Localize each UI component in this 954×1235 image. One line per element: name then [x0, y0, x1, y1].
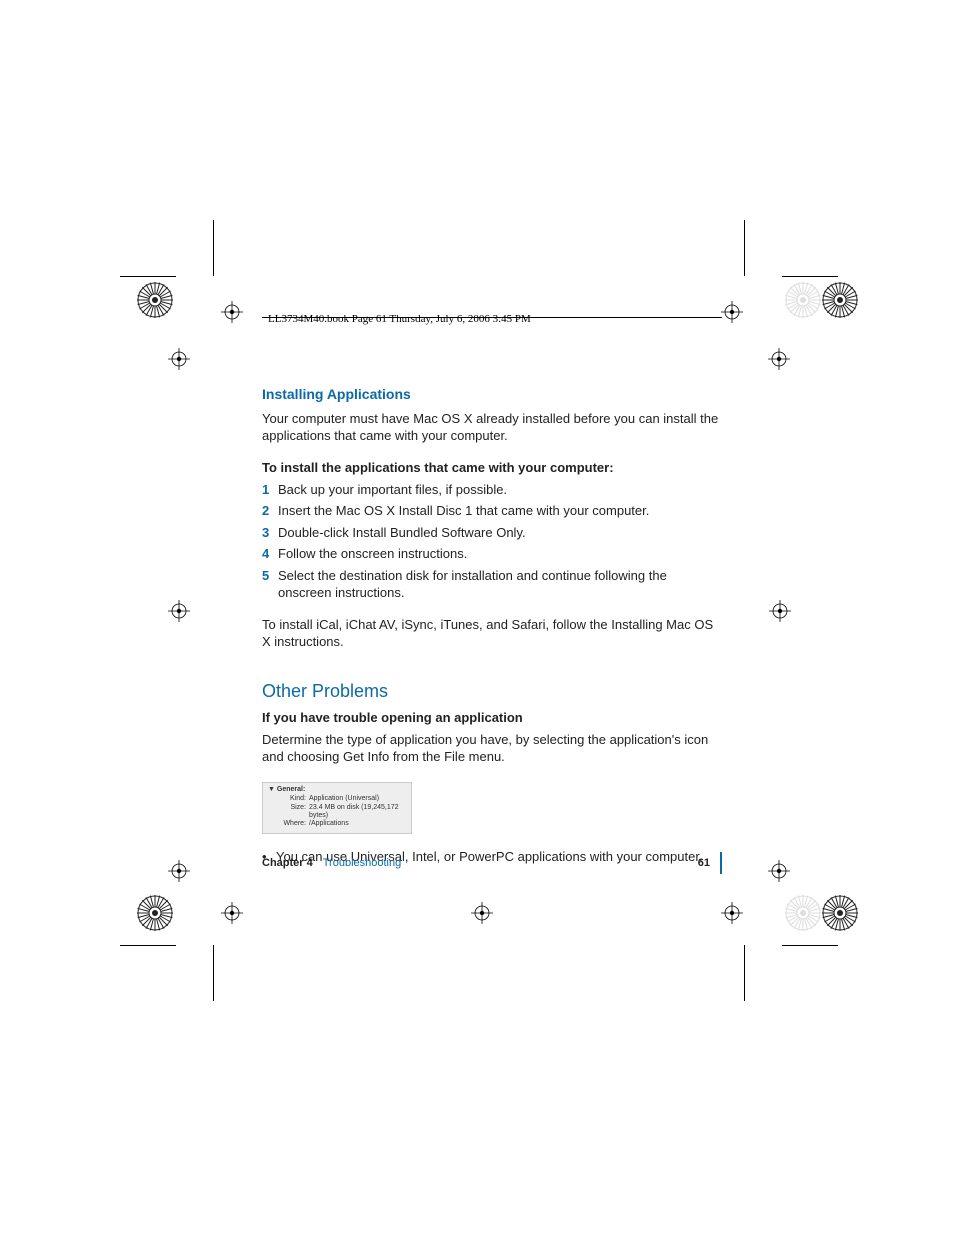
registration-mark-icon	[221, 301, 243, 328]
color-target-icon	[822, 282, 858, 323]
install-intro: Your computer must have Mac OS X already…	[262, 410, 722, 445]
install-steps-title: To install the applications that came wi…	[262, 459, 722, 477]
step-text: Insert the Mac OS X Install Disc 1 that …	[278, 502, 722, 520]
registration-mark-icon	[769, 600, 791, 627]
crop-line	[120, 276, 176, 277]
registration-mark-icon	[721, 902, 743, 929]
list-item: 4Follow the onscreen instructions.	[278, 545, 722, 563]
footer-accent-bar	[720, 852, 722, 874]
info-row-size: Size: 23.4 MB on disk (19,245,172 bytes)	[278, 804, 406, 821]
info-where-value: /Applications	[309, 820, 406, 828]
other-intro: Determine the type of application you ha…	[262, 731, 722, 766]
registration-mark-icon	[221, 902, 243, 929]
step-number: 3	[262, 524, 278, 542]
heading-installing-applications: Installing Applications	[262, 385, 722, 404]
crop-line	[782, 276, 838, 277]
footer-page-number: 61	[698, 857, 710, 869]
registration-mark-icon	[168, 860, 190, 887]
color-target-icon	[785, 282, 821, 323]
install-steps-list: 1Back up your important files, if possib…	[278, 481, 722, 602]
heading-other-problems: Other Problems	[262, 679, 722, 703]
color-target-icon	[137, 282, 173, 323]
color-target-icon	[137, 895, 173, 936]
step-number: 2	[262, 502, 278, 520]
step-text: Back up your important files, if possibl…	[278, 481, 722, 499]
crop-line	[744, 220, 745, 276]
footer-title: Troubleshooting	[323, 857, 401, 869]
info-size-label: Size:	[278, 804, 306, 821]
footer-chapter: Chapter 4	[262, 857, 313, 869]
list-item: 1Back up your important files, if possib…	[278, 481, 722, 499]
step-text: Double-click Install Bundled Software On…	[278, 524, 722, 542]
get-info-box: ▼ General: Kind: Application (Universal)…	[262, 782, 412, 834]
list-item: 3Double-click Install Bundled Software O…	[278, 524, 722, 542]
color-target-icon	[822, 895, 858, 936]
crop-line	[213, 220, 214, 276]
registration-mark-icon	[168, 348, 190, 375]
crop-line	[213, 945, 214, 1001]
info-row-kind: Kind: Application (Universal)	[278, 795, 406, 803]
registration-mark-icon	[768, 860, 790, 887]
list-item: 5Select the destination disk for install…	[278, 567, 722, 602]
other-subhead: If you have trouble opening an applicati…	[262, 709, 722, 727]
registration-mark-icon	[768, 348, 790, 375]
info-where-label: Where:	[278, 820, 306, 828]
crop-line	[120, 945, 176, 946]
registration-mark-icon	[168, 600, 190, 627]
color-target-icon	[785, 895, 821, 936]
page-footer: Chapter 4 Troubleshooting 61	[262, 852, 722, 874]
header-slug: LL3734M40.book Page 61 Thursday, July 6,…	[268, 313, 531, 325]
crop-line	[782, 945, 838, 946]
install-followup: To install iCal, iChat AV, iSync, iTunes…	[262, 616, 722, 651]
info-row-where: Where: /Applications	[278, 820, 406, 828]
registration-mark-icon	[471, 902, 493, 929]
info-size-value: 23.4 MB on disk (19,245,172 bytes)	[309, 804, 406, 821]
list-item: 2Insert the Mac OS X Install Disc 1 that…	[278, 502, 722, 520]
page-content: Installing Applications Your computer mu…	[262, 385, 722, 869]
info-general-label: ▼ General:	[268, 786, 406, 794]
step-number: 4	[262, 545, 278, 563]
step-number: 1	[262, 481, 278, 499]
step-text: Select the destination disk for installa…	[278, 567, 722, 602]
info-kind-label: Kind:	[278, 795, 306, 803]
step-number: 5	[262, 567, 278, 602]
crop-line	[744, 945, 745, 1001]
registration-mark-icon	[721, 301, 743, 328]
info-kind-value: Application (Universal)	[309, 795, 406, 803]
step-text: Follow the onscreen instructions.	[278, 545, 722, 563]
